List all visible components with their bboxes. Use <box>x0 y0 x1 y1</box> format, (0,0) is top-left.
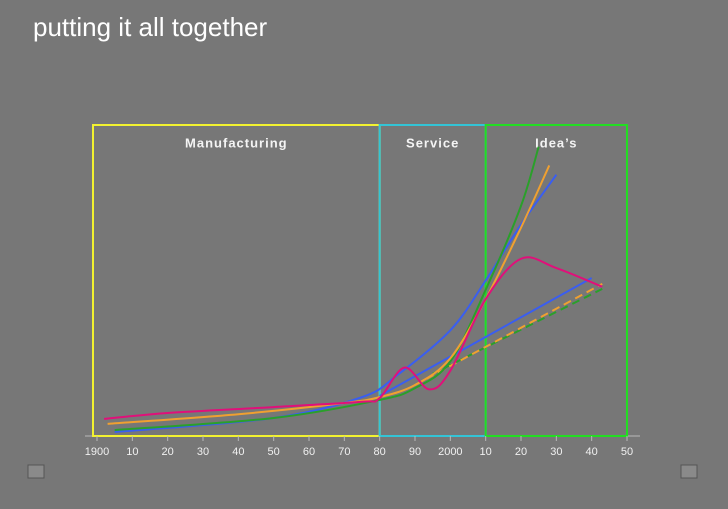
x-tick-label: 10 <box>126 446 138 458</box>
x-tick-label: 2000 <box>438 446 462 458</box>
nav-prev[interactable] <box>27 464 45 479</box>
nav-next-icon[interactable] <box>680 464 698 479</box>
nav-next[interactable] <box>680 464 698 479</box>
x-tick-label: 10 <box>480 446 492 458</box>
x-tick-label: 40 <box>232 446 244 458</box>
x-tick-label: 1900 <box>85 446 109 458</box>
x-tick-label: 80 <box>374 446 386 458</box>
series-line <box>103 256 603 420</box>
region-label: Manufacturing <box>185 135 288 150</box>
region-label: Service <box>406 135 459 150</box>
x-tick-label: 30 <box>550 446 562 458</box>
x-tick-label: 30 <box>197 446 209 458</box>
x-tick-label: 50 <box>621 446 633 458</box>
nav-prev-icon[interactable] <box>27 464 45 479</box>
slide-title: putting it all together <box>33 12 267 42</box>
series-line <box>107 165 551 425</box>
series-line <box>379 277 593 397</box>
x-tick-label: 50 <box>268 446 280 458</box>
x-tick-label: 70 <box>338 446 350 458</box>
x-tick-label: 20 <box>515 446 527 458</box>
x-tick-label: 90 <box>409 446 421 458</box>
x-tick-label: 60 <box>303 446 315 458</box>
x-tick-label: 40 <box>586 446 598 458</box>
region-label: Idea’s <box>535 135 577 150</box>
x-tick-label: 20 <box>162 446 174 458</box>
